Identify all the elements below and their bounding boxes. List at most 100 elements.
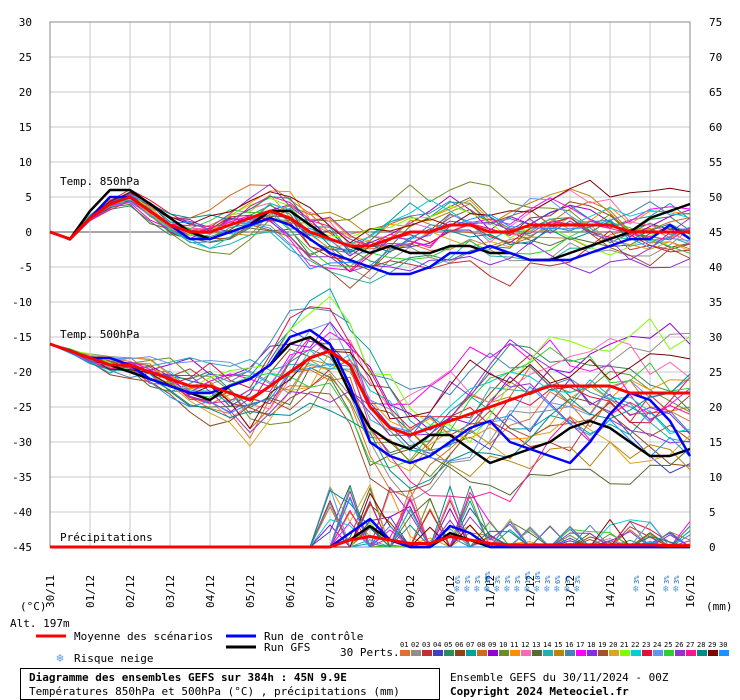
y-tick-left: 30 [19,16,32,29]
right-unit-label: (mm) [706,600,733,613]
legend-pert-swatch [433,650,443,656]
x-tick-label: 10/12 [444,575,457,608]
annotation-precip: Précipitations [60,531,153,544]
y-tick-right: 5 [709,506,716,519]
legend-pert-swatch [565,650,575,656]
y-tick-right: 50 [709,191,722,204]
x-tick-label: 11/12 [484,575,497,608]
legend-pert-number: 29 [708,641,716,649]
legend-control-label: Run de contrôle [264,630,363,643]
y-tick-right: 75 [709,16,722,29]
legend-pert-number: 22 [631,641,639,649]
snow-risk-pct: 3% [494,575,502,584]
y-tick-left: -25 [12,401,32,414]
legend-pert-swatch [521,650,531,656]
snow-risk-pct: 3% [564,575,572,584]
snowflake-icon: ❄ [574,584,581,595]
legend-pert-number: 20 [609,641,617,649]
y-tick-left: -45 [12,541,32,554]
legend-pert-swatch [697,650,707,656]
footer-title: Diagramme des ensembles GEFS sur 384h : … [29,671,347,684]
legend-pert-swatch [543,650,553,656]
snowflake-icon: ❄ [554,584,561,595]
snow-risk-pct: 10% [534,571,542,584]
snowflake-icon: ❄ [56,651,63,665]
legend-pert-number: 13 [532,641,540,649]
snow-risk-pct: 6% [554,575,562,584]
legend-pert-swatch [499,650,509,656]
y-tick-left: -30 [12,436,32,449]
x-tick-label: 07/12 [324,575,337,608]
y-tick-left: -35 [12,471,32,484]
y-tick-right: 65 [709,86,722,99]
legend-pert-number: 25 [664,641,672,649]
pert-t500-line [49,321,691,431]
snow-risk-pct: 3% [504,575,512,584]
legend-pert-swatch [708,650,718,656]
chart-grid [49,21,691,548]
legend-pert-swatch [620,650,630,656]
y-tick-left: -5 [19,261,32,274]
legend-pert-swatch [609,650,619,656]
legend-pert-number: 08 [477,641,485,649]
x-tick-label: 14/12 [604,575,617,608]
legend-pert-number: 04 [433,641,441,649]
legend-pert-swatch [488,650,498,656]
snowflake-icon: ❄ [524,584,531,595]
legend-pert-number: 12 [521,641,529,649]
y-tick-left: 15 [19,121,32,134]
snow-risk-pct: 3% [464,575,472,584]
mean-t850-line [49,195,690,248]
legend-pert-number: 24 [653,641,661,649]
y-tick-left: 0 [25,226,32,239]
legend-pert-number: 19 [598,641,606,649]
y-tick-left: 25 [19,51,32,64]
x-tick-label: 01/12 [84,575,97,608]
y-tick-left: 20 [19,86,32,99]
x-tick-label: 02/12 [124,575,137,608]
x-tick-label: 09/12 [404,575,417,608]
x-tick-label: 15/12 [644,575,657,608]
legend-pert-number: 23 [642,641,650,649]
y-tick-right: 70 [709,51,722,64]
legend-pert-number: 09 [488,641,496,649]
legend-pert-number: 06 [455,641,463,649]
main-series-lines [49,188,692,549]
snowflake-icon: ❄ [564,584,571,595]
snowflake-icon: ❄ [514,584,521,595]
x-tick-label: 03/12 [164,575,177,608]
run-label: Ensemble GEFS du 30/11/2024 - 00Z [450,671,669,684]
legend-pert-number: 11 [510,641,518,649]
y-tick-right: 10 [709,471,722,484]
gfs-t850-line [49,188,691,262]
legend-pert-number: 30 [719,641,727,649]
legend-pert-swatch [587,650,597,656]
pert-t850-line [49,188,691,273]
y-tick-left: -15 [12,331,32,344]
legend-pert-swatch [400,650,410,656]
pert-t500-line [49,322,691,462]
legend-mean-label: Moyenne des scénarios [74,630,213,643]
snowflake-icon: ❄ [504,584,511,595]
copyright-label: Copyright 2024 Meteociel.fr [450,685,629,698]
legend-pert-swatch [477,650,487,656]
pert-t500-line [49,307,691,434]
pert-t500-line [49,343,691,499]
y-tick-right: 45 [709,226,722,239]
snowflake-icon: ❄ [484,584,491,595]
legend-pert-swatch [444,650,454,656]
legend-pert-swatch [664,650,674,656]
snow-risk-pct: 10% [524,571,532,584]
snow-risk-pct: 3% [633,575,641,584]
x-tick-label: 05/12 [244,575,257,608]
footer-subtitle: Températures 850hPa et 500hPa (°C) , pré… [29,685,400,698]
y-tick-right: 15 [709,436,722,449]
y-tick-right: 40 [709,261,722,274]
y-tick-right: 55 [709,156,722,169]
y-tick-left: -10 [12,296,32,309]
snow-risk-pct: 3% [663,575,671,584]
x-tick-label: 30/11 [44,575,57,608]
snowflake-icon: ❄ [494,584,501,595]
legend-pert-swatch [466,650,476,656]
snowflake-icon: ❄ [474,584,481,595]
